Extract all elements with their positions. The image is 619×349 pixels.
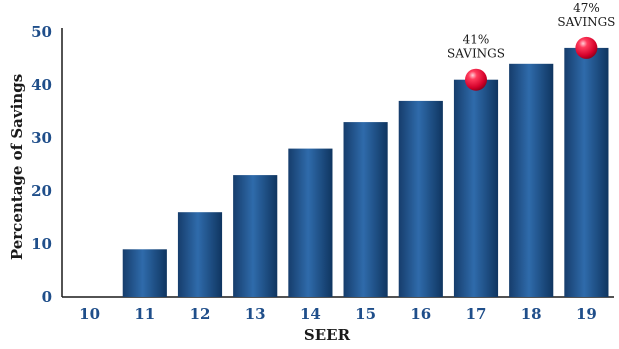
savings-marker-19: [575, 36, 598, 59]
bar-seer-15: [343, 122, 388, 297]
bar-seer-18: [509, 63, 554, 297]
x-tick-label: 11: [134, 305, 155, 323]
bar-seer-16: [398, 100, 443, 298]
annotation-savings-label: SAVINGS: [447, 47, 505, 61]
y-tick-label: 50: [31, 23, 52, 41]
bar-seer-14: [288, 148, 333, 297]
y-tick-label: 30: [31, 129, 52, 147]
x-tick-label: 16: [410, 305, 431, 323]
x-tick-label: 19: [576, 305, 597, 323]
bar-seer-19: [564, 47, 609, 298]
x-axis-title: SEER: [304, 326, 351, 344]
y-tick-label: 0: [42, 288, 52, 306]
y-tick-label: 10: [31, 235, 52, 253]
bar-seer-17: [453, 79, 499, 297]
bar-seer-13: [233, 175, 278, 297]
y-tick-label: 40: [31, 76, 52, 94]
x-tick-label: 12: [190, 305, 211, 323]
x-tick-label: 13: [245, 305, 266, 323]
savings-marker-17: [465, 68, 487, 91]
bar-seer-11: [122, 249, 167, 297]
y-axis-title: Percentage of Savings: [8, 74, 26, 260]
x-tick-label: 10: [79, 305, 100, 323]
annotation-percent: 41%: [463, 33, 490, 47]
x-tick-label: 18: [521, 305, 542, 323]
annotation-savings-label: SAVINGS: [557, 15, 615, 29]
annotation-percent: 47%: [573, 1, 600, 15]
x-tick-label: 14: [300, 305, 321, 323]
x-tick-label: 17: [466, 305, 487, 323]
x-tick-label: 15: [355, 305, 376, 323]
y-tick-label: 20: [31, 182, 52, 200]
bar-seer-12: [177, 212, 223, 297]
